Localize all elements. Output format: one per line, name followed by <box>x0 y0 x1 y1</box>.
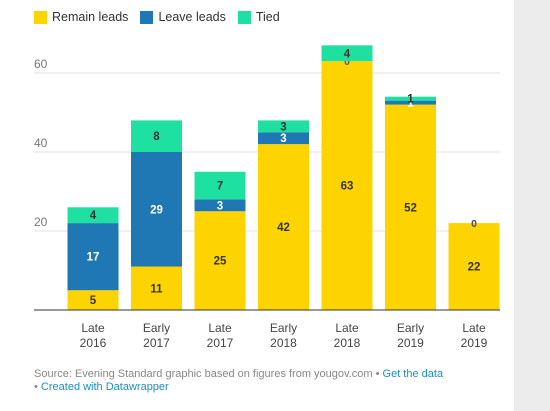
legend-swatch <box>140 10 154 24</box>
legend-item-1: Leave leads <box>140 10 226 24</box>
created-with-datawrapper-link[interactable]: Created with Datawrapper <box>40 381 169 393</box>
legend-item-2: Tied <box>237 10 280 24</box>
source-text: Source: Evening Standard graphic based o… <box>34 368 373 380</box>
bar-value-label: 1 <box>407 94 414 106</box>
bar-segment[interactable] <box>385 104 436 310</box>
footer-bullet: • <box>34 381 41 393</box>
get-the-data-link[interactable]: Get the data <box>382 368 444 380</box>
x-tick-label: 2019 <box>461 336 488 350</box>
x-tick-label: 2019 <box>397 336 424 350</box>
bar-segment[interactable] <box>67 223 119 291</box>
legend-label: Tied <box>255 10 280 24</box>
bar-segment[interactable] <box>194 211 246 310</box>
bar-segment[interactable] <box>131 152 182 267</box>
bar-value-label: 17 <box>87 252 100 264</box>
x-tick-label: Late <box>208 321 232 335</box>
bar-value-label: 8 <box>153 131 160 143</box>
bar-value-label: 29 <box>150 204 163 216</box>
bar-segment[interactable] <box>194 199 246 212</box>
y-tick-label: 40 <box>34 136 48 150</box>
bar-value-label: 52 <box>404 202 417 214</box>
bar-segment[interactable] <box>131 266 182 310</box>
bar-value-label: 25 <box>214 256 227 268</box>
bar-segment[interactable] <box>258 120 309 133</box>
bar-value-label: 0 <box>471 219 477 230</box>
bar-value-label: 42 <box>277 222 290 234</box>
bar-value-label: 0 <box>344 57 350 68</box>
x-tick-label: Late <box>335 321 359 335</box>
bar-value-label: 4 <box>90 210 97 222</box>
bar-segment[interactable] <box>321 61 373 311</box>
x-tick-label: 2018 <box>334 336 361 350</box>
x-tick-label: 2017 <box>143 336 170 350</box>
bar-value-label: 63 <box>341 181 354 193</box>
bar-value-label: 22 <box>468 262 481 274</box>
bar-segment[interactable] <box>258 132 309 145</box>
footer-separator: • <box>372 368 383 380</box>
chart-footer: Source: Evening Standard graphic based o… <box>34 368 494 394</box>
x-tick-label: 2018 <box>270 336 297 350</box>
bar-segment[interactable] <box>194 171 246 200</box>
x-tick-label: Early <box>143 321 170 335</box>
bar-value-label: 0 <box>471 219 477 230</box>
x-tick-label: Early <box>397 321 424 335</box>
bar-value-label: 7 <box>217 181 223 193</box>
x-tick-label: Late <box>462 321 486 335</box>
bar-segment[interactable] <box>385 100 436 105</box>
bar-segment[interactable] <box>321 45 373 62</box>
chart-card: Remain leads Leave leads Tied 20 40 60 5 17 4 La… <box>0 0 514 411</box>
legend-label: Remain leads <box>52 10 129 24</box>
bar-segment[interactable] <box>448 223 500 310</box>
x-tick-label: Late <box>81 321 105 335</box>
legend-item-0: Remain leads <box>34 10 128 24</box>
bar-value-label: 3 <box>217 200 223 212</box>
x-tick-label: Early <box>270 321 297 335</box>
bar-value-label: 5 <box>90 295 97 307</box>
x-tick-label: 2017 <box>207 336 234 350</box>
bar-value-label: 3 <box>280 121 286 133</box>
legend: Remain leads Leave leads Tied <box>34 10 292 24</box>
legend-swatch <box>34 10 47 24</box>
y-tick-label: 60 <box>34 57 48 71</box>
bar-value-label: 11 <box>150 283 163 295</box>
bar-segment[interactable] <box>67 207 119 224</box>
legend-swatch <box>237 10 251 24</box>
x-tick-label: 2016 <box>80 336 107 350</box>
bar-segment[interactable] <box>67 290 119 310</box>
y-tick-label: 20 <box>34 215 48 229</box>
bar-value-label: 4 <box>344 48 351 60</box>
bar-segment[interactable] <box>258 144 309 310</box>
bar-value-label: 3 <box>280 133 286 145</box>
bar-segment[interactable] <box>385 96 436 101</box>
legend-label: Leave leads <box>158 10 226 24</box>
bar-value-label: 1 <box>407 98 414 110</box>
stacked-bar-chart: 2040605174Late201611298Early20172537Late… <box>34 45 500 350</box>
bar-segment[interactable] <box>131 120 182 152</box>
